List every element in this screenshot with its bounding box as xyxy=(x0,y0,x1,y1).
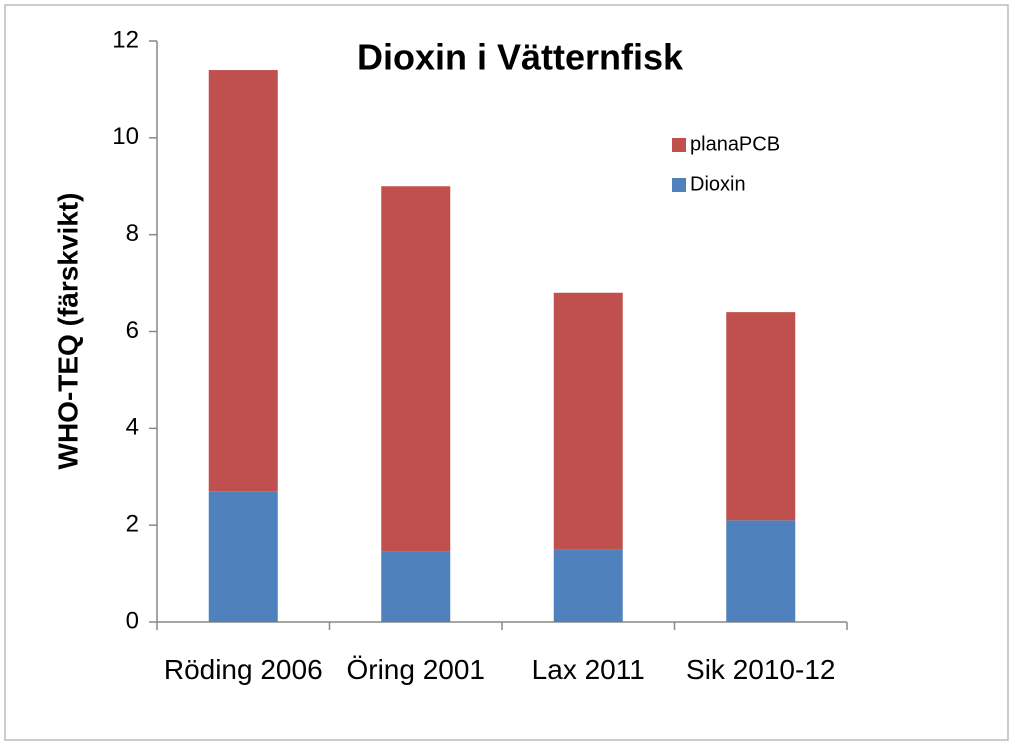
legend-label: Dioxin xyxy=(690,173,746,195)
chart-title: Dioxin i Vätternfisk xyxy=(357,37,684,78)
y-axis-label: WHO-TEQ (färskvikt) xyxy=(52,193,83,470)
bar-segment xyxy=(208,491,278,622)
chart-border xyxy=(4,4,1009,741)
y-tick-label: 12 xyxy=(112,26,139,53)
bar-segment xyxy=(726,312,796,521)
y-tick-label: 2 xyxy=(126,511,139,538)
y-tick-label: 10 xyxy=(112,123,139,150)
y-tick-label: 8 xyxy=(126,220,139,247)
x-tick-label: Röding 2006 xyxy=(163,654,323,685)
x-tick-label: Öring 2001 xyxy=(346,654,486,685)
legend-swatch xyxy=(672,138,686,152)
bar-segment xyxy=(726,520,796,622)
legend-swatch xyxy=(672,178,686,192)
y-tick-label: 0 xyxy=(126,607,139,634)
x-tick-label: Lax 2011 xyxy=(531,654,645,685)
bar-segment xyxy=(553,292,623,550)
bar-segment xyxy=(208,70,278,492)
legend-label: planaPCB xyxy=(690,133,780,155)
bar-segment xyxy=(381,551,451,622)
y-tick-label: 6 xyxy=(126,317,139,344)
x-tick-label: Sik 2010-12 xyxy=(686,654,836,685)
bar-segment xyxy=(553,549,623,622)
y-tick-label: 4 xyxy=(126,414,139,441)
bar-segment xyxy=(381,186,451,552)
